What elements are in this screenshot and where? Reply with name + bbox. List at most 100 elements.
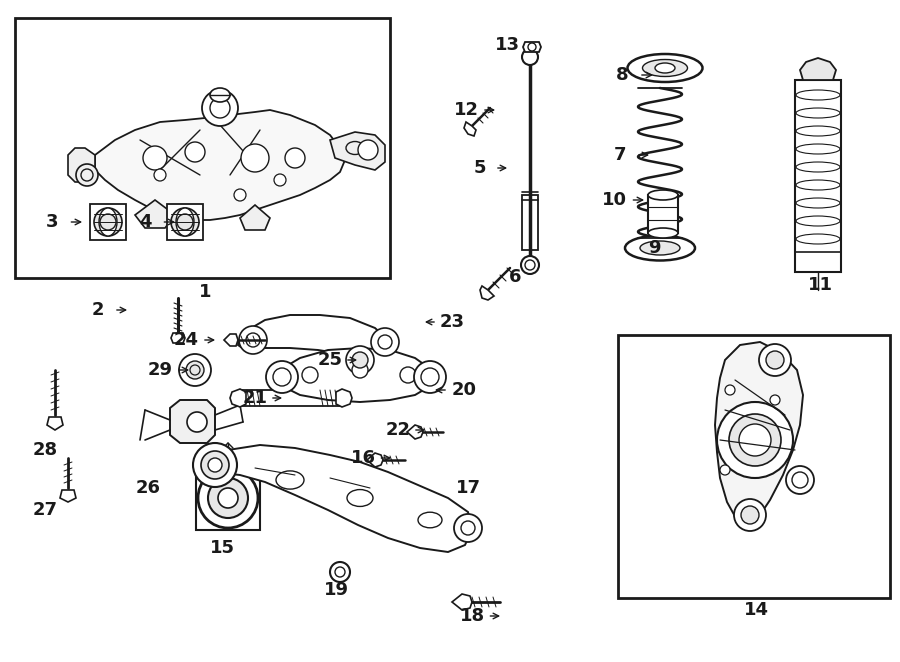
Polygon shape xyxy=(75,165,95,185)
Circle shape xyxy=(198,468,258,528)
Polygon shape xyxy=(464,122,476,136)
Bar xyxy=(618,335,890,598)
Ellipse shape xyxy=(643,60,688,77)
Text: 3: 3 xyxy=(46,213,58,231)
Circle shape xyxy=(766,351,784,369)
Bar xyxy=(648,195,678,233)
Ellipse shape xyxy=(276,471,304,489)
Ellipse shape xyxy=(171,208,199,236)
Circle shape xyxy=(741,506,759,524)
Bar xyxy=(15,18,390,278)
Circle shape xyxy=(720,465,730,475)
Ellipse shape xyxy=(99,208,117,236)
Text: 29: 29 xyxy=(148,361,173,379)
Text: 15: 15 xyxy=(210,539,235,557)
Ellipse shape xyxy=(176,208,194,236)
Circle shape xyxy=(208,478,248,518)
Circle shape xyxy=(358,140,378,160)
Ellipse shape xyxy=(625,236,695,261)
Bar xyxy=(167,204,203,240)
Circle shape xyxy=(725,385,735,395)
Polygon shape xyxy=(68,148,95,182)
Polygon shape xyxy=(238,315,388,358)
Circle shape xyxy=(274,174,286,186)
Text: 27: 27 xyxy=(32,501,58,519)
Circle shape xyxy=(266,361,298,393)
Circle shape xyxy=(522,49,538,65)
Circle shape xyxy=(76,164,98,186)
Text: 16: 16 xyxy=(350,449,375,467)
Circle shape xyxy=(759,344,791,376)
Ellipse shape xyxy=(347,490,373,506)
Text: 22: 22 xyxy=(385,421,410,439)
Bar xyxy=(196,466,260,530)
Circle shape xyxy=(208,458,222,472)
Circle shape xyxy=(241,144,269,172)
Polygon shape xyxy=(210,445,472,552)
Circle shape xyxy=(352,362,368,378)
Ellipse shape xyxy=(627,54,703,82)
Polygon shape xyxy=(452,594,472,610)
Ellipse shape xyxy=(418,512,442,528)
Circle shape xyxy=(400,367,416,383)
Bar xyxy=(522,195,538,250)
Polygon shape xyxy=(367,453,383,467)
Text: 6: 6 xyxy=(508,268,521,286)
Circle shape xyxy=(187,412,207,432)
Circle shape xyxy=(234,189,246,201)
Circle shape xyxy=(734,499,766,531)
Text: 19: 19 xyxy=(323,581,348,599)
Circle shape xyxy=(330,562,350,582)
Bar xyxy=(90,204,126,240)
Text: 13: 13 xyxy=(494,36,519,54)
Text: 8: 8 xyxy=(616,66,628,84)
Polygon shape xyxy=(407,425,423,439)
Ellipse shape xyxy=(655,63,675,73)
Ellipse shape xyxy=(648,190,678,200)
Polygon shape xyxy=(330,132,385,170)
Circle shape xyxy=(352,352,368,368)
Circle shape xyxy=(218,488,238,508)
Bar xyxy=(795,80,841,272)
Text: 12: 12 xyxy=(454,101,479,119)
Ellipse shape xyxy=(94,208,122,236)
Bar xyxy=(242,390,340,406)
Text: 20: 20 xyxy=(452,381,476,399)
Text: 28: 28 xyxy=(32,441,58,459)
Circle shape xyxy=(202,90,238,126)
Circle shape xyxy=(302,367,318,383)
Circle shape xyxy=(201,451,229,479)
Polygon shape xyxy=(523,42,541,52)
Text: 7: 7 xyxy=(614,146,626,164)
Polygon shape xyxy=(47,417,63,430)
Text: 11: 11 xyxy=(807,276,833,294)
Text: 17: 17 xyxy=(455,479,481,497)
Text: 23: 23 xyxy=(439,313,464,331)
Text: 25: 25 xyxy=(318,351,343,369)
Ellipse shape xyxy=(210,88,230,102)
Circle shape xyxy=(414,361,446,393)
Polygon shape xyxy=(480,286,494,300)
Circle shape xyxy=(186,361,204,379)
Circle shape xyxy=(729,414,781,466)
Text: 4: 4 xyxy=(139,213,151,231)
Circle shape xyxy=(739,424,771,456)
Circle shape xyxy=(179,354,211,386)
Circle shape xyxy=(528,43,536,51)
Circle shape xyxy=(100,214,116,230)
Polygon shape xyxy=(224,334,238,346)
Ellipse shape xyxy=(648,228,678,238)
Polygon shape xyxy=(170,400,215,443)
Text: 26: 26 xyxy=(136,479,160,497)
Ellipse shape xyxy=(640,241,680,255)
Polygon shape xyxy=(95,110,345,220)
Circle shape xyxy=(154,169,166,181)
Polygon shape xyxy=(230,389,246,407)
Polygon shape xyxy=(60,490,76,502)
Text: 10: 10 xyxy=(601,191,626,209)
Text: 5: 5 xyxy=(473,159,486,177)
Circle shape xyxy=(770,395,780,405)
Polygon shape xyxy=(135,200,175,228)
Polygon shape xyxy=(240,205,270,230)
Circle shape xyxy=(177,214,193,230)
